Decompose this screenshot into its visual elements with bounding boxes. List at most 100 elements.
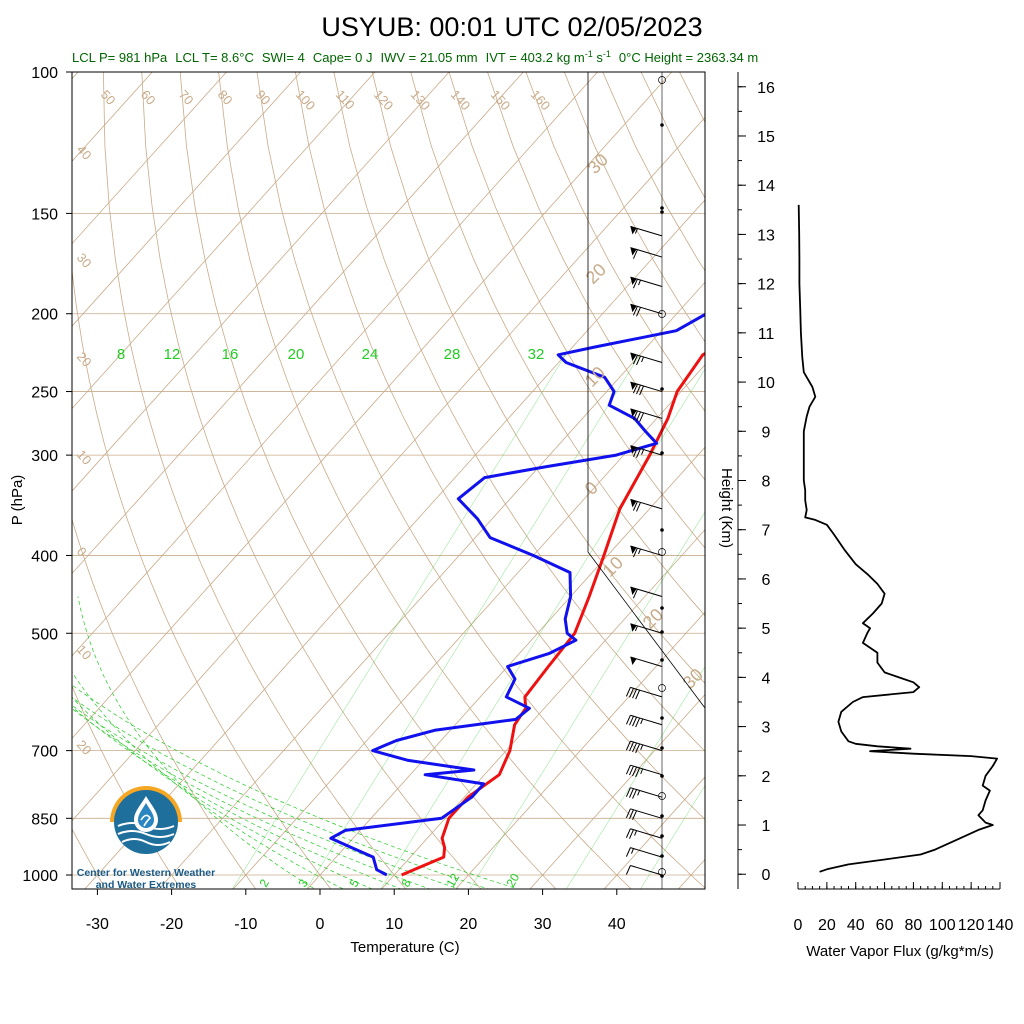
- isotherm-line: [72, 116, 705, 822]
- isotherm-line: [529, 693, 705, 889]
- side-isotherm-label: 10: [74, 642, 95, 663]
- isotherm-label: 60: [138, 87, 159, 108]
- isotherm-line: [455, 611, 705, 889]
- pressure-tick-label: 300: [31, 448, 58, 465]
- side-isotherm-label: 0: [74, 544, 90, 559]
- dry-adiabat-line: [72, 828, 107, 889]
- dry-adiabat-line: [141, 72, 482, 889]
- flux-tick-label: 60: [876, 917, 894, 934]
- isotherm-label: 150: [488, 87, 514, 113]
- flux-panel-axes: 0 20 40 60 80 100 120 1400123456789101112131415…: [718, 72, 1013, 960]
- skew-t-grid-labels: 50 60 70 80 90 100 110 120 130 140 150 160403020100…: [74, 87, 707, 890]
- pressure-tick-label: 500: [31, 626, 58, 643]
- isotherm-label: 110: [333, 87, 358, 112]
- height-tick-label: 1: [762, 818, 771, 835]
- chart-title: USYUB: 00:01 UTC 02/05/2023: [321, 12, 702, 42]
- isotherm-label: 90: [253, 87, 274, 108]
- dry-adiabat-line: [333, 72, 705, 752]
- dry-adiabat-line: [756, 72, 1024, 892]
- mixing-ratio-label: 12: [164, 346, 181, 363]
- temperature-tick-label: 30: [534, 916, 552, 933]
- flux-line: [797, 204, 998, 873]
- temperature-tick-label: -20: [160, 916, 183, 933]
- barb-level-dot: [660, 746, 664, 750]
- dry-adiabat-line: [72, 267, 332, 889]
- moist-adiabat-line: [72, 708, 431, 889]
- iwv-value: IWV = 21.05 mm: [380, 50, 477, 65]
- dry-adiabat-line: [640, 72, 705, 199]
- dry-adiabat-line: [525, 72, 705, 412]
- height-tick-label: 6: [762, 572, 771, 589]
- height-tick-label: 8: [762, 474, 771, 491]
- skew-t-grid: [72, 72, 1024, 892]
- barb-level-dot: [660, 834, 664, 838]
- wind-barb: [630, 408, 663, 423]
- flux-axis-label: Water Vapor Flux (g/kg*m/s): [806, 943, 994, 960]
- height-tick-label: 10: [757, 375, 775, 392]
- dry-adiabat-line: [72, 518, 257, 889]
- barb-level-dot: [660, 658, 664, 662]
- barb-level-circle: [658, 684, 666, 692]
- swi-value: SWI= 4: [262, 50, 305, 65]
- height-tick-label: 13: [757, 227, 775, 244]
- mixing-ratio-line: [232, 354, 566, 889]
- dry-adiabat-line: [448, 72, 705, 549]
- pressure-tick-label: 700: [31, 744, 58, 761]
- logo-sun-arc: [110, 786, 182, 822]
- ivt-value: IVT = 403.2 kg m: [486, 50, 585, 65]
- wind-barb: [630, 545, 663, 558]
- isotherm-line: [381, 529, 705, 889]
- height-tick-label: 16: [757, 80, 775, 97]
- mixing-ratio-bottom-label: 12: [443, 871, 462, 890]
- mixing-ratio-bottom-label: 8: [398, 876, 414, 889]
- pressure-tick-label: 250: [31, 385, 58, 402]
- height-tick-label: 11: [758, 326, 775, 343]
- dry-adiabat-line: [72, 684, 182, 889]
- wind-barb: [630, 623, 663, 634]
- logo-text-line2: and Water Extremes: [96, 879, 197, 891]
- mixing-ratio-bottom-label: 2: [256, 876, 272, 889]
- temperature-tick-label: 20: [460, 916, 478, 933]
- flux-tick-label: 120: [958, 917, 985, 934]
- moist-adiabat-line: [72, 671, 345, 889]
- temperature-tick-label: 10: [385, 916, 403, 933]
- pressure-tick-label: 150: [31, 206, 58, 223]
- moist-adiabat-line: [72, 706, 402, 889]
- dry-adiabat-line: [833, 72, 1024, 892]
- height-axis-label: Height (Km): [718, 468, 735, 548]
- mixing-ratio-label: 20: [288, 346, 305, 363]
- lcl-temperature: LCL T= 8.6°C: [175, 50, 254, 65]
- temperature-tick-label: -10: [234, 916, 257, 933]
- height-tick-label: 12: [757, 277, 775, 294]
- dry-adiabat-line: [487, 72, 705, 481]
- wind-barb: [625, 808, 663, 820]
- temperature-tick-label: 0: [316, 916, 325, 933]
- barb-level-dot: [660, 854, 664, 858]
- height-tick-label: 7: [762, 523, 771, 540]
- dry-adiabat-line: [218, 72, 632, 889]
- dry-adiabat-line: [103, 72, 407, 889]
- barb-level-dot: [660, 206, 664, 210]
- wind-barb: [630, 381, 663, 396]
- height-tick-label: 9: [762, 424, 771, 441]
- barb-level-dot: [660, 528, 664, 532]
- flux-tick-label: 0: [794, 917, 803, 934]
- pressure-tick-label: 100: [31, 65, 58, 82]
- flux-tick-label: 80: [905, 917, 923, 934]
- isotherm-line: [306, 446, 705, 889]
- height-tick-label: 4: [762, 670, 771, 687]
- flux-trace: [797, 204, 998, 873]
- isotherm-line: [72, 72, 598, 657]
- isotherm-line: [84, 199, 705, 889]
- temperature-tick-label: -30: [86, 916, 109, 933]
- moist-adiabat-line: [77, 596, 316, 889]
- mixing-ratio-line: [640, 785, 705, 889]
- dry-adiabat-line: [410, 72, 705, 617]
- barb-level-dot: [660, 814, 664, 818]
- height-tick-label: 3: [762, 720, 771, 737]
- isotherm-label: 80: [215, 87, 236, 108]
- mixing-ratio-line: [565, 666, 705, 889]
- isotherm-line: [72, 72, 672, 739]
- barb-level-circle: [658, 792, 666, 800]
